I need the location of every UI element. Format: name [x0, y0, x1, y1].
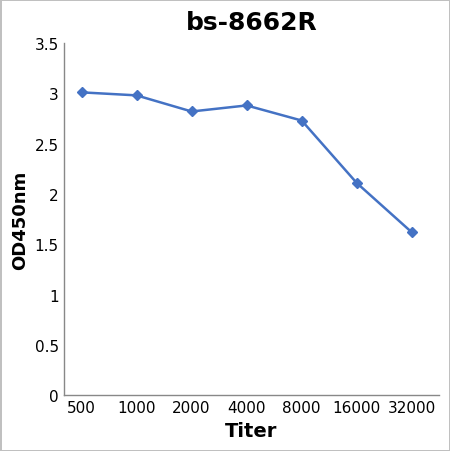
X-axis label: Titer: Titer — [225, 421, 278, 440]
Title: bs-8662R: bs-8662R — [185, 11, 317, 35]
Y-axis label: OD450nm: OD450nm — [11, 170, 29, 269]
